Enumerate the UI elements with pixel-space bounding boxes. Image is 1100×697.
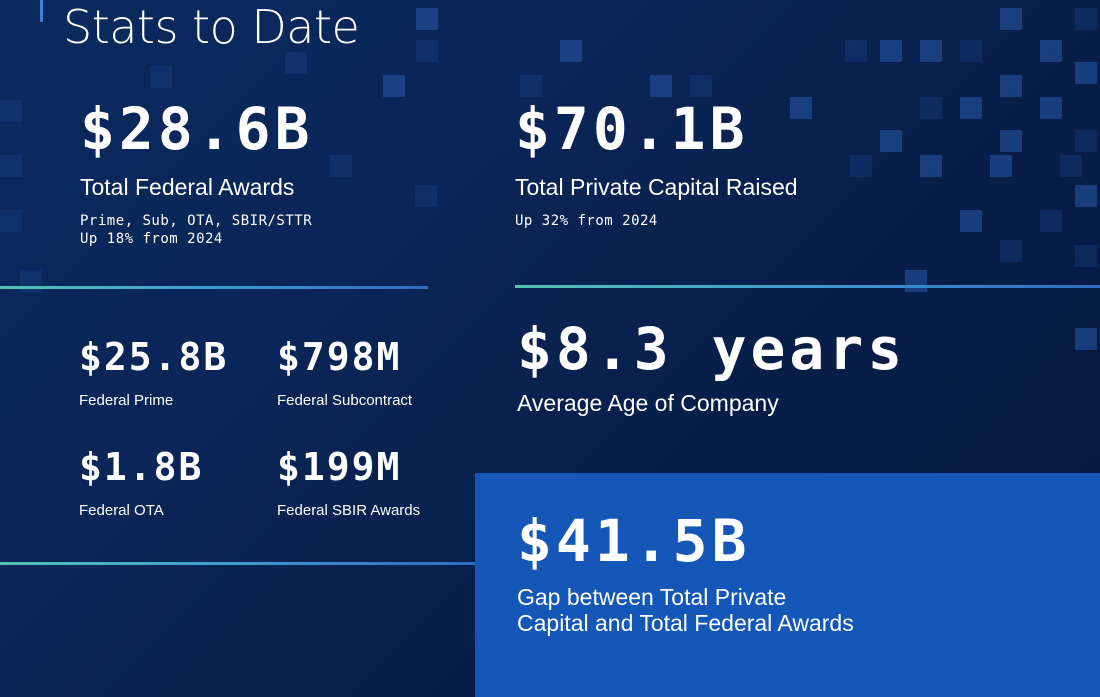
gap-highlight-panel [475, 473, 1100, 697]
private-capital-label: Total Private Capital Raised [515, 174, 798, 200]
divider-right-top [515, 285, 1100, 288]
divider-left-top [0, 286, 428, 289]
gap-value: $41.5B [517, 507, 751, 575]
federal-sbir-stat: $199M Federal SBIR Awards [277, 448, 420, 520]
federal-awards-detail-2: Up 18% from 2024 [80, 231, 223, 247]
private-capital-detail-1: Up 32% from 2024 [515, 213, 658, 229]
company-age-value: $8.3 years [517, 315, 907, 383]
divider-left-bottom [0, 562, 475, 565]
federal-prime-stat: $25.8B Federal Prime [79, 338, 228, 410]
page-title: Stats to Date [63, 0, 360, 54]
federal-sbir-value: $199M [277, 445, 402, 489]
federal-ota-label: Federal OTA [79, 502, 164, 519]
company-age-label: Average Age of Company [517, 390, 779, 416]
gap-stat: $41.5B Gap between Total Private Capital… [517, 512, 854, 636]
federal-awards-label: Total Federal Awards [80, 174, 295, 200]
gap-label-line-2: Capital and Total Federal Awards [517, 610, 854, 636]
private-capital-value: $70.1B [515, 95, 749, 163]
company-age-stat: $8.3 years Average Age of Company [517, 320, 906, 416]
private-capital-stat: $70.1B Total Private Capital Raised Up 3… [515, 100, 798, 230]
federal-subcontract-label: Federal Subcontract [277, 392, 413, 409]
federal-prime-label: Federal Prime [79, 392, 174, 409]
federal-subcontract-stat: $798M Federal Subcontract [277, 338, 412, 410]
federal-ota-stat: $1.8B Federal OTA [79, 448, 203, 520]
gap-label-line-1: Gap between Total Private [517, 584, 787, 610]
federal-awards-detail-1: Prime, Sub, OTA, SBIR/STTR [80, 213, 313, 229]
federal-ota-value: $1.8B [79, 445, 204, 489]
title-accent-bar [40, 0, 43, 22]
federal-awards-stat: $28.6B Total Federal Awards Prime, Sub, … [80, 100, 314, 248]
federal-sbir-label: Federal SBIR Awards [277, 502, 421, 519]
federal-prime-value: $25.8B [79, 335, 229, 379]
federal-awards-value: $28.6B [80, 95, 314, 163]
federal-subcontract-value: $798M [277, 335, 402, 379]
